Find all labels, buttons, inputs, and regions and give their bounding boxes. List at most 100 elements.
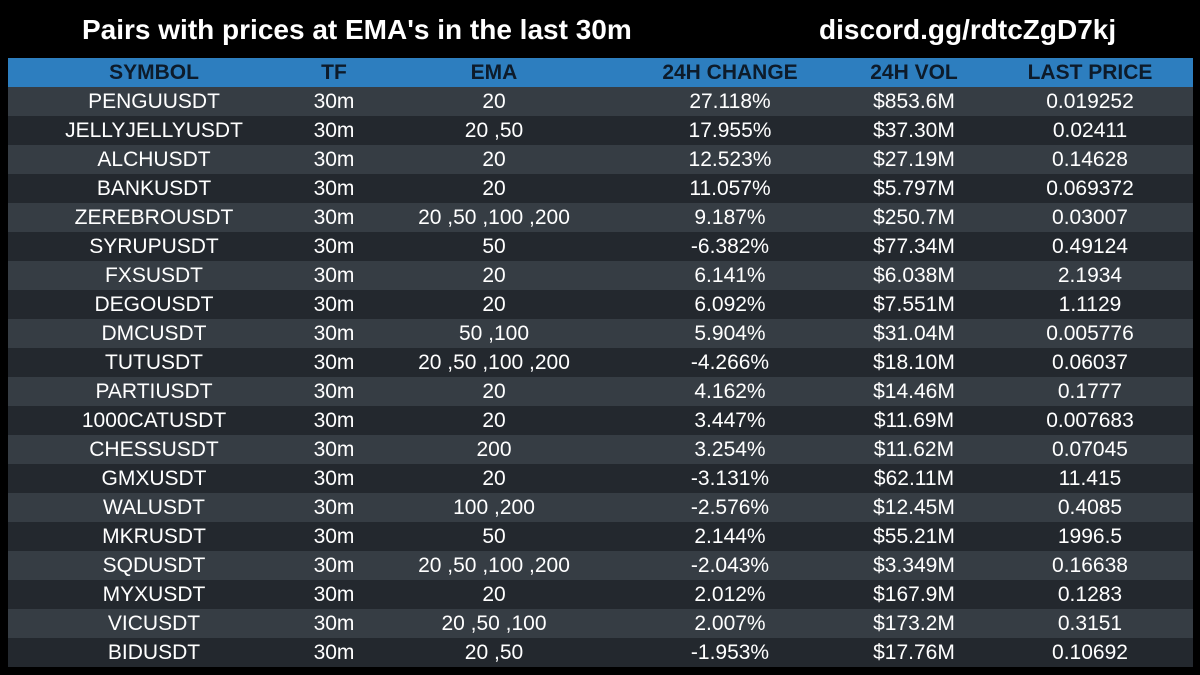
cell-last-price: 0.1283: [1057, 583, 1123, 606]
cell-tf: 30m: [313, 409, 355, 432]
cell-24h-change: 5.904%: [694, 322, 766, 345]
cell-24h-change: -2.043%: [690, 554, 770, 577]
cell-24h-vol: $11.62M: [873, 438, 955, 461]
cell-24h-change: -2.576%: [690, 496, 770, 519]
cell-24h-change: -3.131%: [690, 467, 770, 490]
cell-last-price: 0.14628: [1052, 148, 1128, 171]
cell-last-price: 0.1777: [1057, 380, 1123, 403]
discord-link[interactable]: discord.gg/rdtcZgD7kj: [819, 14, 1117, 45]
cell-24h-change: 2.007%: [694, 612, 766, 635]
cell-symbol: SQDUSDT: [102, 554, 206, 577]
column-header-ema: EMA: [470, 61, 518, 84]
cell-last-price: 0.005776: [1046, 322, 1134, 345]
table-row: 1000CATUSDT 30m 20 3.447% $11.69M 0.007683: [8, 406, 1193, 435]
cell-symbol: WALUSDT: [103, 496, 205, 519]
cell-last-price: 0.07045: [1052, 438, 1128, 461]
cell-24h-change: 6.141%: [694, 264, 766, 287]
cell-last-price: 2.1934: [1057, 264, 1123, 287]
cell-symbol: VICUSDT: [107, 612, 201, 635]
cell-24h-change: 3.447%: [694, 409, 766, 432]
cell-24h-vol: $17.76M: [873, 641, 955, 664]
table-row: SYRUPUSDT 30m 50 -6.382% $77.34M 0.49124: [8, 232, 1193, 261]
column-header-24h-change: 24H CHANGE: [662, 61, 798, 84]
cell-symbol: 1000CATUSDT: [81, 409, 227, 432]
pairs-table: SYMBOL TF EMA 24H CHANGE 24H VOL LAST PR…: [8, 58, 1193, 667]
column-header-24h-vol: 24H VOL: [870, 61, 958, 84]
cell-24h-vol: $62.11M: [873, 467, 955, 490]
cell-24h-vol: $37.30M: [873, 119, 955, 142]
cell-tf: 30m: [313, 496, 355, 519]
cell-24h-vol: $31.04M: [873, 322, 955, 345]
cell-tf: 30m: [313, 206, 355, 229]
cell-24h-change: 2.144%: [694, 525, 766, 548]
cell-tf: 30m: [313, 264, 355, 287]
cell-24h-vol: $7.551M: [873, 293, 955, 316]
cell-ema: 20: [482, 409, 506, 432]
cell-last-price: 1.1129: [1058, 293, 1122, 316]
cell-symbol: BANKUSDT: [96, 177, 212, 200]
cell-24h-vol: $167.9M: [873, 583, 955, 606]
table-row: GMXUSDT 30m 20 -3.131% $62.11M 11.415: [8, 464, 1193, 493]
cell-24h-change: 6.092%: [694, 293, 766, 316]
cell-ema: 20 ,50 ,100 ,200: [418, 554, 570, 577]
cell-24h-change: -4.266%: [690, 351, 770, 374]
cell-24h-change: 2.012%: [694, 583, 766, 606]
cell-24h-vol: $6.038M: [873, 264, 955, 287]
cell-24h-change: 9.187%: [694, 206, 766, 229]
cell-last-price: 0.10692: [1052, 641, 1128, 664]
cell-ema: 20: [482, 177, 506, 200]
cell-last-price: 1996.5: [1057, 525, 1123, 548]
cell-symbol: CHESSUSDT: [89, 438, 219, 461]
table-row: MKRUSDT 30m 50 2.144% $55.21M 1996.5: [8, 522, 1193, 551]
table-row: WALUSDT 30m 100 ,200 -2.576% $12.45M 0.4085: [8, 493, 1193, 522]
cell-24h-vol: $3.349M: [873, 554, 955, 577]
cell-last-price: 0.02411: [1052, 119, 1128, 142]
cell-last-price: 0.069372: [1046, 177, 1134, 200]
cell-last-price: 0.019252: [1046, 90, 1134, 113]
cell-symbol: FXSUSDT: [104, 264, 204, 287]
cell-tf: 30m: [313, 438, 355, 461]
cell-tf: 30m: [313, 641, 355, 664]
page-title: Pairs with prices at EMA's in the last 3…: [82, 14, 632, 45]
cell-ema: 50: [482, 235, 506, 258]
cell-symbol: SYRUPUSDT: [89, 235, 219, 258]
table-row: CHESSUSDT 30m 200 3.254% $11.62M 0.07045: [8, 435, 1193, 464]
cell-tf: 30m: [313, 583, 355, 606]
table-row: SQDUSDT 30m 20 ,50 ,100 ,200 -2.043% $3.349M…: [8, 551, 1193, 580]
cell-24h-change: 27.118%: [689, 90, 771, 113]
cell-24h-change: 12.523%: [688, 148, 772, 171]
cell-ema: 200: [476, 438, 512, 461]
cell-ema: 20 ,50: [464, 641, 524, 664]
cell-last-price: 0.16638: [1052, 554, 1128, 577]
table-row: BANKUSDT 30m 20 11.057% $5.797M 0.069372: [8, 174, 1193, 203]
cell-tf: 30m: [313, 380, 355, 403]
cell-tf: 30m: [313, 612, 355, 635]
table-row: TUTUSDT 30m 20 ,50 ,100 ,200 -4.266% $18.10M…: [8, 348, 1193, 377]
table-row: DEGOUSDT 30m 20 6.092% $7.551M 1.1129: [8, 290, 1193, 319]
cell-symbol: ALCHUSDT: [97, 148, 211, 171]
table-body: PENGUUSDT 30m 20 27.118% $853.6M 0.019252 JELL…: [8, 87, 1193, 667]
cell-24h-vol: $173.2M: [873, 612, 955, 635]
cell-last-price: 0.4085: [1057, 496, 1123, 519]
cell-symbol: JELLYJELLYUSDT: [65, 119, 243, 142]
cell-symbol: GMXUSDT: [101, 467, 207, 490]
cell-24h-vol: $55.21M: [873, 525, 955, 548]
cell-ema: 20: [482, 380, 506, 403]
table-row: VICUSDT 30m 20 ,50 ,100 2.007% $173.2M 0.3151: [8, 609, 1193, 638]
cell-24h-vol: $77.34M: [873, 235, 955, 258]
cell-24h-change: -1.953%: [690, 641, 770, 664]
table-row: ZEREBROUSDT 30m 20 ,50 ,100 ,200 9.187% $250…: [8, 203, 1193, 232]
table-row: JELLYJELLYUSDT 30m 20 ,50 17.955% $37.30M 0.0…: [8, 116, 1193, 145]
cell-last-price: 0.007683: [1046, 409, 1134, 432]
table-row: DMCUSDT 30m 50 ,100 5.904% $31.04M 0.005776: [8, 319, 1193, 348]
table-header-row: SYMBOL TF EMA 24H CHANGE 24H VOL LAST PR…: [8, 58, 1193, 87]
cell-ema: 20 ,50 ,100 ,200: [418, 351, 570, 374]
table-row: MYXUSDT 30m 20 2.012% $167.9M 0.1283: [8, 580, 1193, 609]
cell-tf: 30m: [313, 90, 355, 113]
cell-symbol: MKRUSDT: [102, 525, 206, 548]
cell-tf: 30m: [313, 177, 355, 200]
cell-24h-vol: $5.797M: [873, 177, 955, 200]
cell-last-price: 0.06037: [1052, 351, 1128, 374]
cell-tf: 30m: [313, 525, 355, 548]
cell-ema: 20: [482, 90, 506, 113]
